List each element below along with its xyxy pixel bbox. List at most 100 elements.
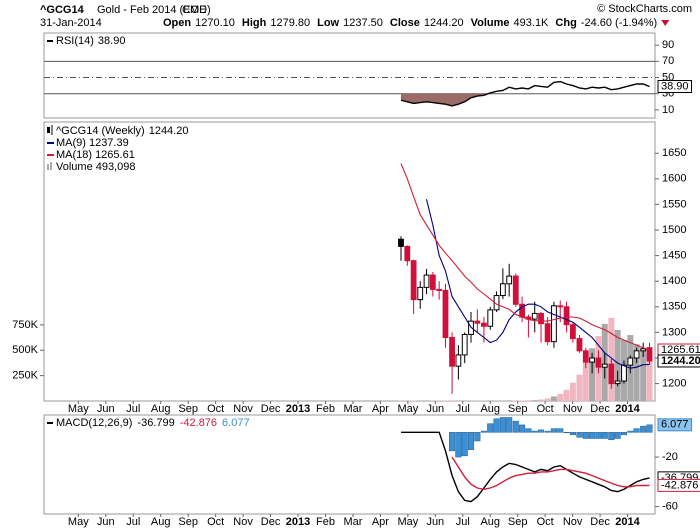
legend-name: Volume	[56, 161, 93, 173]
quote-value: 493.1K	[514, 17, 550, 29]
volume-bar	[589, 348, 596, 401]
moving-average-line	[425, 199, 650, 369]
histogram-bar	[582, 432, 589, 439]
quote-label: High	[242, 17, 267, 29]
candle-body	[410, 260, 417, 301]
volume-bar	[468, 400, 475, 401]
y-tick-label: 1450	[662, 250, 686, 262]
x-tick-label: Jun	[426, 403, 444, 415]
panel-frame	[43, 414, 656, 515]
legend-value: 493,098	[96, 161, 136, 173]
legend-icon	[47, 164, 49, 170]
candle-body	[563, 306, 570, 326]
legend-icon	[50, 162, 52, 170]
histogram-bar	[449, 432, 456, 452]
legend-title: RSI(14)	[56, 35, 94, 47]
histogram-bar	[467, 432, 475, 450]
x-tick-label: Apr	[372, 516, 389, 528]
legend-icon	[47, 127, 50, 133]
volume-bar	[538, 399, 545, 401]
y-tick-label: 1550	[662, 198, 686, 210]
value-tag-label: -42.876	[661, 479, 698, 491]
histogram-bar	[614, 432, 621, 439]
candle-body	[481, 322, 487, 327]
x-tick-label: Aug	[480, 516, 500, 528]
x-tick-label: Jun	[426, 516, 444, 528]
value-tag-box	[657, 418, 693, 432]
candle-body	[506, 275, 513, 285]
x-tick-label: Oct	[537, 403, 554, 415]
histogram-bar	[563, 432, 570, 434]
panel-frame	[43, 121, 656, 402]
x-tick-label: Oct	[207, 516, 224, 528]
histogram-bar	[519, 424, 526, 433]
x-tick-label: Oct	[537, 516, 554, 528]
x-tick-label: Oct	[207, 403, 224, 415]
candle-body	[627, 357, 634, 366]
value-tag: 6.077	[657, 418, 693, 432]
volume-bar	[525, 400, 532, 401]
legend-value: 1244.20	[149, 125, 189, 137]
x-tick-label: Dec	[590, 403, 610, 415]
quote-label: Open	[163, 17, 191, 29]
candle-body	[417, 286, 424, 301]
x-tick-label: Nov	[233, 516, 253, 528]
exchange: CME	[182, 4, 206, 16]
change-arrow	[661, 20, 670, 26]
volume-bar	[557, 393, 564, 401]
legend-value: -36.799	[137, 417, 174, 429]
indicator-line	[451, 456, 650, 491]
x-tick-label: Dec	[261, 516, 281, 528]
histogram-bar	[633, 428, 640, 433]
candle-body	[512, 275, 519, 305]
histogram-bar	[646, 424, 653, 433]
quote-label: Chg	[555, 17, 576, 29]
candle-body	[614, 380, 621, 385]
volume-bar	[499, 400, 506, 401]
x-tick-label: May	[397, 516, 418, 528]
legend: RSI(14) 38.90	[56, 35, 125, 47]
indicator-line	[401, 431, 650, 503]
x-tick-label: 2014	[615, 516, 640, 528]
volume-bar	[506, 400, 513, 401]
volume-tick-label: 500K	[12, 344, 38, 356]
quote-value: 1244.20	[424, 17, 464, 29]
volume-bar	[519, 400, 526, 401]
histogram-bar	[569, 432, 576, 436]
panel-frame	[43, 32, 656, 119]
volume-bar	[640, 348, 647, 401]
quote-label: Low	[317, 17, 339, 29]
x-tick-label: Jul	[126, 516, 140, 528]
y-tick-label: 1300	[662, 326, 686, 338]
volume-bar	[550, 396, 557, 401]
volume-bar	[646, 350, 653, 401]
quote: Open 1270.10 High 1279.80 Low 1237.50 Close 124…	[163, 17, 657, 29]
x-tick-label: May	[397, 403, 418, 415]
candle-body	[621, 364, 627, 382]
value-tag-label: 1265.61	[661, 344, 700, 356]
histogram-bar	[550, 428, 557, 433]
histogram-bar	[640, 425, 647, 433]
quote-label: Close	[390, 17, 420, 29]
volume-bar	[614, 329, 621, 401]
x-tick-label: Mar	[343, 403, 362, 415]
candle-body	[576, 338, 583, 352]
y-tick-label: -20	[662, 451, 678, 463]
y-tick-label: 10	[662, 104, 674, 116]
value-tag: 38.90	[657, 80, 693, 94]
oversold-fill	[400, 93, 650, 106]
x-tick-label: Sep	[178, 516, 198, 528]
date: 31-Jan-2014	[40, 17, 102, 29]
legend-value: -42.876	[180, 417, 217, 429]
instrument-name: Gold - Feb 2014 (EOD)	[97, 4, 211, 16]
legend-title: MACD(12,26,9)	[56, 417, 132, 429]
candle-body	[544, 323, 551, 343]
candle-body	[640, 348, 647, 352]
candle-body	[429, 274, 436, 290]
legend-value: 38.90	[98, 35, 126, 47]
candle-body	[531, 312, 538, 320]
x-tick-label: Apr	[372, 403, 389, 415]
histogram-bar	[461, 432, 468, 457]
candle-body	[608, 363, 615, 385]
